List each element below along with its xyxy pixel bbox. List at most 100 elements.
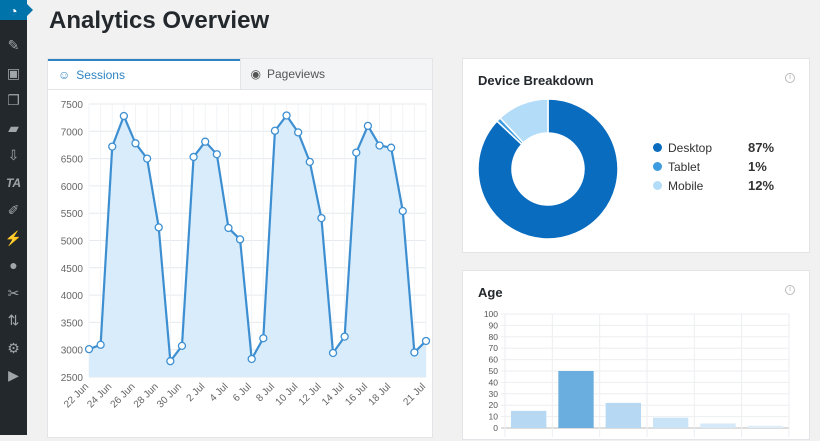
panel-title: Age [478, 285, 503, 300]
sidebar-active-item[interactable] [0, 0, 27, 20]
tab-sessions[interactable]: ☺ Sessions [48, 59, 240, 89]
x-tick-label: 10 Jul [274, 381, 301, 408]
legend-label: Tablet [668, 159, 701, 174]
gear-badge-icon[interactable]: ⚙ [7, 339, 20, 356]
data-point [224, 223, 233, 233]
info-icon[interactable]: i [785, 73, 795, 83]
plugins-icon[interactable]: ⚡ [4, 229, 23, 246]
y-tick-label: 40 [489, 377, 499, 387]
sessions-chart: 2500 3000 3500 4000 4500 5000 5500 6000 6500 7000… [61, 100, 431, 410]
data-point [317, 213, 326, 223]
y-tick-label: 0 [493, 423, 498, 433]
play-icon[interactable]: ▶ [8, 367, 19, 383]
legend-label: Desktop [668, 140, 713, 155]
data-point [259, 334, 268, 343]
data-point [166, 357, 175, 366]
ta-icon[interactable]: TA [5, 175, 22, 190]
y-tick-label: 70 [489, 343, 499, 353]
pages-icon[interactable]: ❐ [7, 92, 20, 108]
x-tick-label: 22 Jun [62, 381, 91, 410]
sessions-panel: ☺ Sessions ◉ Pageviews 2500 3000 3500 4000 450… [47, 58, 433, 438]
x-tick-label: 26 Jun [109, 381, 138, 410]
x-tick-label: 24 Jun [85, 381, 114, 410]
data-point [282, 111, 291, 120]
donut-slice-desktop [477, 98, 619, 240]
data-point [352, 148, 361, 157]
data-point [421, 336, 431, 346]
y-tick-label: 6500 [61, 155, 84, 166]
y-tick-label: 10 [489, 412, 499, 422]
data-point [328, 348, 338, 358]
users-icon[interactable]: ● [9, 257, 18, 273]
tools-icon[interactable]: ✂ [7, 284, 20, 301]
x-tick-label: 2 Jul [185, 381, 208, 404]
data-point [270, 126, 280, 135]
dashboard-icon[interactable]: ◔ [9, 3, 18, 19]
y-tick-label: 3000 [61, 346, 84, 357]
device-donut-chart [477, 98, 619, 240]
x-tick-label: 21 Jul [401, 381, 428, 408]
data-point [247, 354, 256, 364]
info-icon[interactable]: i [785, 285, 795, 295]
legend-percent: 1% [748, 159, 767, 174]
download-icon[interactable]: ⇩ [7, 147, 20, 163]
media-icon[interactable]: ▣ [6, 64, 21, 81]
tab-pageviews[interactable]: ◉ Pageviews [239, 59, 432, 89]
y-tick-label: 4000 [61, 291, 84, 302]
appearance-icon[interactable]: ✐ [7, 202, 20, 218]
device-breakdown-panel: Device Breakdown i Desktop 87% Tablet 1% Mob… [462, 58, 810, 253]
page-title: Analytics Overview [49, 7, 270, 34]
data-point [363, 121, 373, 130]
x-tick-label: 30 Jun [155, 381, 184, 410]
age-bar [605, 402, 641, 428]
age-bar [653, 417, 689, 428]
x-tick-label: 14 Jul [320, 381, 347, 408]
data-point [235, 235, 245, 244]
tab-label: Sessions [76, 68, 125, 82]
age-panel: Age i 0 10 20 30 40 50 60 70 80 90 100 [462, 270, 810, 440]
y-tick-label: 3500 [61, 318, 84, 329]
legend-label: Mobile [668, 178, 704, 193]
donut-slice-mobile [499, 98, 549, 144]
admin-sidebar: ◔ ✎ ▣ ❐ ▰ ⇩ TA ✐ ⚡ ● ✂ ⇅ ⚙ ▶ [0, 0, 33, 435]
legend-item: Tablet 1% [653, 159, 783, 174]
y-tick-label: 5500 [61, 209, 84, 220]
y-tick-label: 90 [489, 320, 499, 330]
legend-item: Desktop 87% [653, 140, 783, 155]
x-tick-label: 16 Jul [343, 381, 370, 408]
age-bar [700, 423, 736, 428]
data-point [96, 340, 105, 349]
data-point [375, 141, 384, 150]
y-tick-label: 7000 [61, 127, 84, 138]
x-tick-label: 6 Jul [231, 381, 254, 404]
settings-icon[interactable]: ⇅ [7, 312, 20, 328]
data-point [131, 139, 140, 148]
comments-icon[interactable]: ▰ [8, 119, 19, 136]
y-tick-label: 50 [489, 366, 499, 376]
legend-dot [653, 162, 662, 171]
pin-icon[interactable]: ✎ [7, 37, 20, 53]
data-point [189, 152, 198, 162]
y-tick-label: 4500 [61, 264, 84, 275]
data-point [142, 154, 152, 163]
y-tick-label: 7500 [61, 100, 84, 111]
data-point [201, 137, 210, 146]
x-tick-label: 4 Jul [208, 381, 231, 404]
y-tick-label: 80 [489, 332, 499, 342]
active-arrow [27, 4, 39, 16]
y-tick-label: 60 [489, 355, 499, 365]
area-fill [89, 115, 426, 377]
tab-label: Pageviews [266, 67, 326, 81]
y-tick-label: 30 [489, 389, 499, 399]
data-point [84, 345, 94, 354]
y-tick-label: 2500 [61, 373, 84, 384]
data-point [386, 143, 396, 152]
y-tick-label: 20 [489, 400, 499, 410]
age-bar [511, 410, 547, 428]
legend-dot [653, 143, 662, 152]
data-point [154, 223, 163, 232]
age-bar [747, 425, 783, 428]
data-point [177, 341, 187, 351]
legend-percent: 87% [748, 140, 775, 155]
